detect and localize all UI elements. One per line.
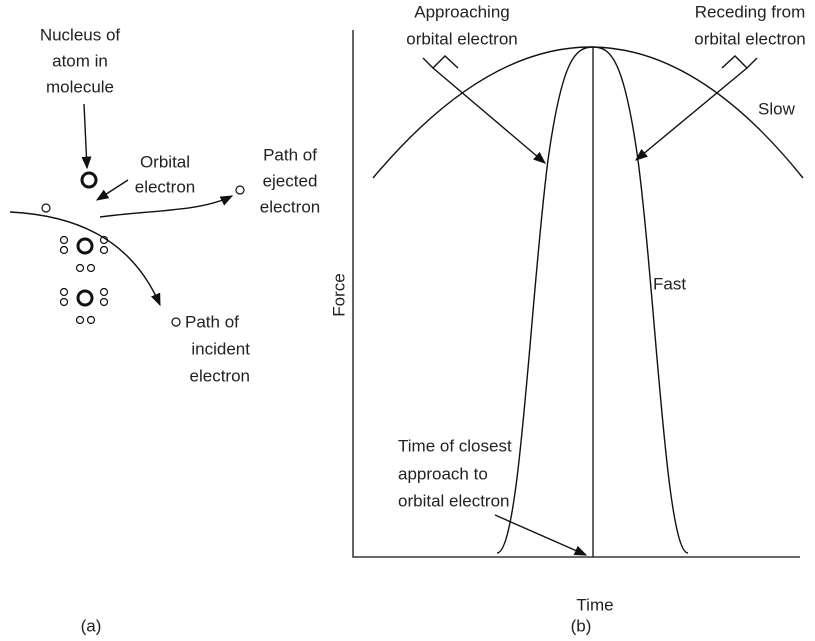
receding-label: orbital electron xyxy=(694,29,806,48)
receding-label: Receding from xyxy=(695,2,806,21)
slow-curve xyxy=(372,46,804,179)
electron xyxy=(41,203,51,213)
slow-label: Slow xyxy=(758,99,796,118)
approaching-label: Approaching xyxy=(414,2,509,21)
axes xyxy=(352,30,800,558)
arrow xyxy=(494,514,588,556)
incident-label: Path of xyxy=(185,312,239,331)
closest-label: Time of closest xyxy=(398,436,512,455)
closest-label: approach to xyxy=(398,464,488,483)
incident-label: incident xyxy=(191,339,250,358)
bracket xyxy=(422,55,459,69)
arrow xyxy=(81,103,92,170)
panel-b: Force Time Approaching orbital electron … xyxy=(329,2,805,635)
ejected-label: Path of xyxy=(263,145,317,164)
orbital-label: Orbital xyxy=(140,152,190,171)
incident-label: electron xyxy=(190,366,250,385)
nucleus-label: atom in xyxy=(52,51,108,70)
incident-path xyxy=(9,211,161,307)
caption: (b) xyxy=(571,616,592,635)
ejected-path xyxy=(99,195,234,218)
orbital-label: electron xyxy=(135,177,195,196)
bracket xyxy=(721,55,758,69)
y-axis-label: Force xyxy=(329,273,348,316)
molecule xyxy=(59,235,109,325)
panel-a: Nucleus of atom in molecule Orbital elec… xyxy=(9,25,320,635)
closest-label: orbital electron xyxy=(398,491,510,510)
caption: (a) xyxy=(81,616,102,635)
x-axis-label: Time xyxy=(576,595,613,614)
arrow xyxy=(432,67,546,164)
electron xyxy=(235,185,245,195)
arrow xyxy=(635,67,748,161)
nucleus xyxy=(80,171,98,189)
approaching-label: orbital electron xyxy=(406,29,518,48)
fast-label: Fast xyxy=(653,274,686,293)
nucleus-label: Nucleus of xyxy=(40,25,121,44)
electron xyxy=(171,317,181,327)
fast-curve xyxy=(496,46,689,554)
arrow xyxy=(95,179,129,201)
nucleus-label: molecule xyxy=(46,77,114,96)
ejected-label: electron xyxy=(260,197,320,216)
ejected-label: ejected xyxy=(263,171,318,190)
